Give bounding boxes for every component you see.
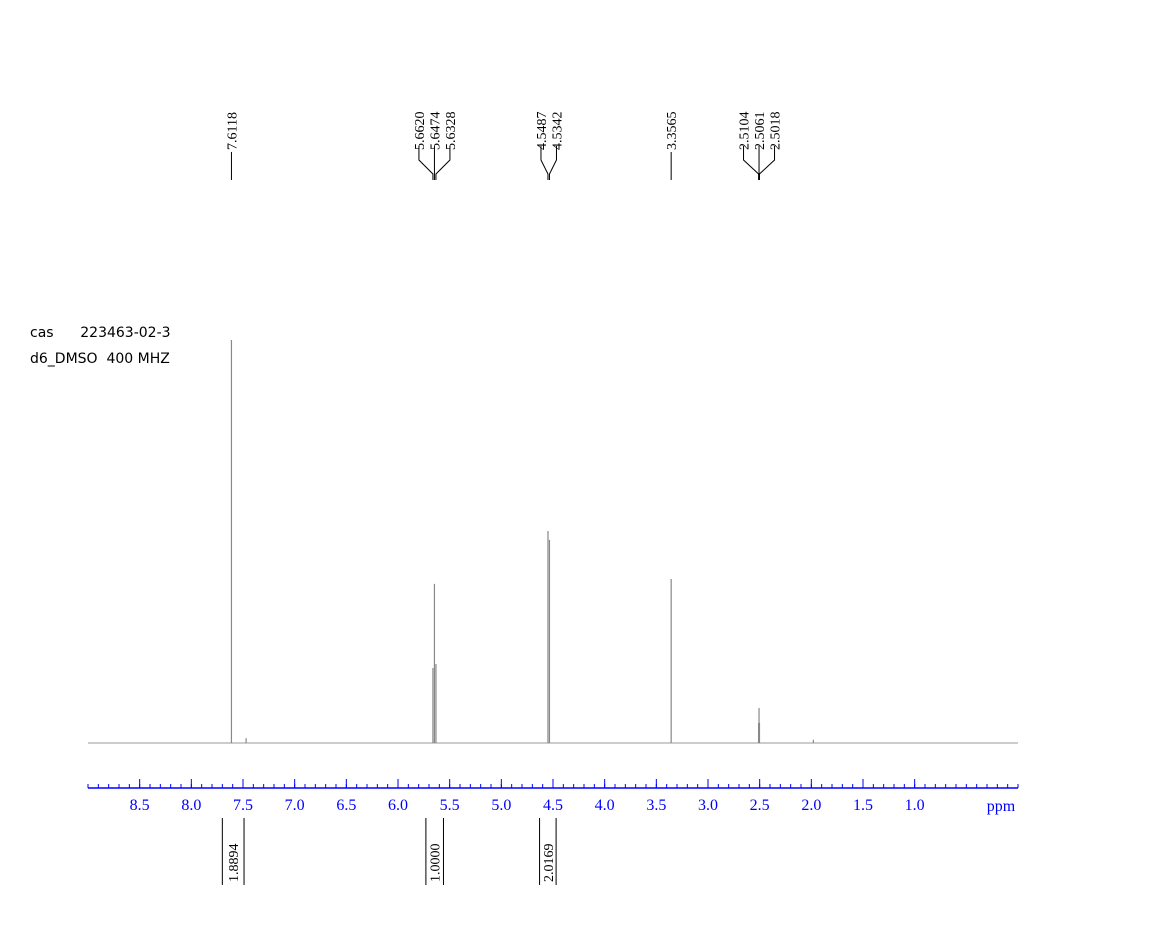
x-tick-label: 5.5 xyxy=(440,797,460,814)
x-axis-label: ppm xyxy=(987,798,1016,815)
peak-label: 3.3565 xyxy=(665,112,680,151)
peak-leader xyxy=(435,146,451,180)
integral-label: 1.8894 xyxy=(227,844,242,883)
peak-label: 7.6118 xyxy=(225,112,240,150)
peak-label: 2.5018 xyxy=(769,112,784,151)
x-tick-label: 4.5 xyxy=(543,797,563,814)
integral-label: 1.0000 xyxy=(429,844,444,883)
x-tick-label: 6.5 xyxy=(336,797,356,814)
peak-leader xyxy=(540,146,549,180)
peak-leader xyxy=(758,146,776,180)
x-tick-label: 1.0 xyxy=(905,797,925,814)
x-tick-label: 2.5 xyxy=(750,797,770,814)
peak-label: 5.6474 xyxy=(428,112,443,151)
x-tick-label: 7.0 xyxy=(285,797,305,814)
x-tick-label: 7.5 xyxy=(233,797,253,814)
peak-label: 5.6620 xyxy=(413,112,428,151)
x-tick-label: 3.0 xyxy=(698,797,718,814)
annotation: d6_DMSO 400 MHZ xyxy=(30,351,170,367)
x-tick-label: 8.5 xyxy=(130,797,150,814)
peak-label: 2.5104 xyxy=(738,112,753,151)
peak-label: 5.6328 xyxy=(444,112,459,151)
peak-label: 4.5342 xyxy=(550,112,565,151)
x-tick-label: 3.5 xyxy=(646,797,666,814)
x-tick-label: 8.0 xyxy=(181,797,201,814)
x-tick-label: 6.0 xyxy=(388,797,408,814)
peak-label: 2.5061 xyxy=(753,112,768,151)
x-tick-label: 1.5 xyxy=(853,797,873,814)
peak-leader xyxy=(548,146,557,180)
peak-leader xyxy=(743,146,760,180)
x-tick-label: 4.0 xyxy=(595,797,615,814)
annotation: cas 223463-02-3 xyxy=(30,325,171,341)
x-tick-label: 2.0 xyxy=(801,797,821,814)
peak-leader xyxy=(418,146,434,180)
peak-label: 4.5487 xyxy=(535,112,550,151)
integral-label: 2.0169 xyxy=(542,844,557,883)
x-tick-label: 5.0 xyxy=(491,797,511,814)
